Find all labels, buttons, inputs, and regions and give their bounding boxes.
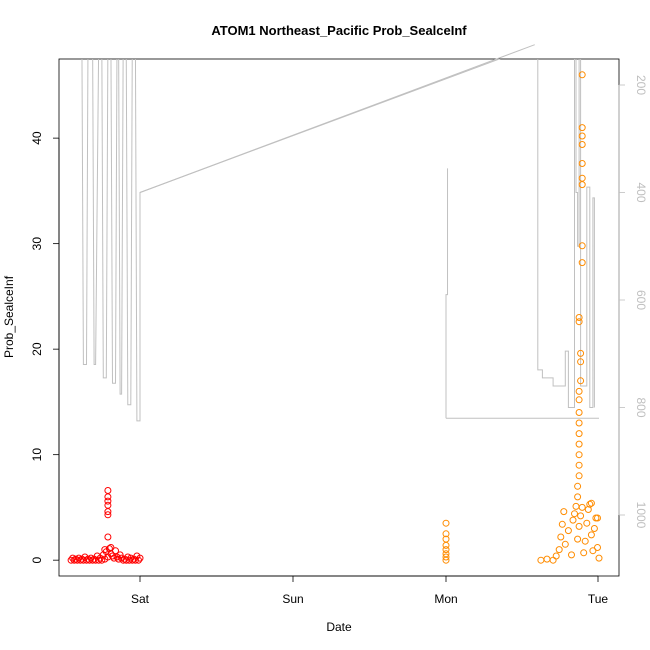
data-point (442, 535, 450, 543)
data-point (575, 461, 583, 469)
data-point (574, 482, 582, 490)
data-point (575, 430, 583, 438)
data-point (587, 531, 595, 539)
data-point (555, 546, 563, 554)
y2-tick-label: 200 (634, 75, 648, 95)
x-axis: Sat Sun Mon Tue (131, 575, 609, 606)
secondary-line-spike (445, 168, 449, 419)
data-point (578, 160, 586, 167)
data-point (104, 508, 112, 516)
y-tick-label: 40 (30, 131, 44, 145)
data-point (575, 409, 583, 416)
data-point (595, 554, 603, 562)
data-point (578, 259, 586, 267)
y-tick-label: 30 (30, 237, 44, 251)
data-point (578, 141, 586, 148)
data-point (104, 497, 112, 505)
x-tick-label: Mon (434, 592, 457, 606)
data-point (590, 525, 598, 532)
y-axis-label: Prob_SealceInf (2, 275, 16, 358)
data-point (577, 512, 585, 520)
y2-tick-label: 1000 (634, 502, 648, 529)
data-point (104, 511, 112, 519)
data-point (578, 503, 586, 511)
data-point (564, 527, 572, 535)
y2-tick-label: 400 (634, 182, 648, 202)
data-point (112, 547, 119, 555)
data-point (569, 516, 577, 524)
x-axis-label: Date (326, 620, 352, 634)
data-point (104, 533, 112, 541)
data-point (589, 547, 597, 555)
data-point (101, 546, 109, 554)
y-tick-label: 10 (30, 448, 44, 462)
data-point (586, 500, 594, 508)
data-point (442, 553, 450, 561)
scatter-points-layer (67, 71, 603, 564)
data-point (581, 537, 589, 545)
data-point (442, 550, 450, 558)
data-point (580, 549, 588, 557)
data-point (124, 553, 132, 561)
y-tick-label: 20 (30, 342, 44, 356)
data-point (577, 358, 585, 366)
data-point (594, 514, 601, 522)
data-point (578, 124, 586, 132)
data-point (575, 522, 583, 530)
chart-title: ATOM1 Northeast_Pacific Prob_SealceInf (211, 23, 467, 38)
data-point (558, 520, 566, 528)
data-point (116, 551, 124, 559)
data-point (442, 519, 450, 527)
data-point (557, 533, 565, 541)
data-point (577, 377, 585, 385)
data-point (578, 132, 586, 140)
secondary-line-connector (139, 44, 535, 193)
x-tick-label: Tue (588, 592, 609, 606)
data-point (442, 546, 450, 554)
data-point (561, 540, 569, 548)
data-point (575, 419, 583, 427)
secondary-line-layer (81, 44, 599, 422)
data-point (571, 510, 578, 518)
data-point (110, 554, 118, 562)
y2-tick-label: 600 (634, 290, 648, 310)
y-tick-label: 0 (30, 557, 44, 564)
data-point (575, 387, 583, 395)
data-point (575, 318, 583, 326)
data-point (594, 544, 601, 551)
data-point (135, 556, 142, 564)
data-point (107, 544, 115, 551)
data-point (587, 499, 595, 507)
y2-tick-label: 800 (634, 397, 648, 417)
y-axis-right: 200 400 600 800 1000 (618, 75, 648, 529)
data-point (109, 552, 116, 560)
data-point (578, 242, 586, 250)
data-point (578, 174, 586, 182)
data-point (104, 493, 112, 501)
data-point (568, 551, 575, 559)
data-point (574, 493, 582, 501)
data-point (575, 472, 583, 480)
data-point (578, 71, 586, 79)
data-point (575, 451, 583, 459)
data-point (574, 535, 582, 543)
data-point (136, 554, 144, 562)
data-point (575, 396, 583, 404)
y-axis-left: 0 10 20 30 40 (30, 131, 60, 564)
x-tick-label: Sat (131, 592, 150, 606)
data-point (583, 519, 591, 527)
data-point (552, 552, 560, 560)
data-point (577, 349, 585, 357)
data-point (560, 508, 568, 516)
data-point (442, 530, 450, 538)
data-point (575, 314, 583, 321)
data-point (575, 440, 583, 448)
x-tick-label: Sun (282, 592, 303, 606)
